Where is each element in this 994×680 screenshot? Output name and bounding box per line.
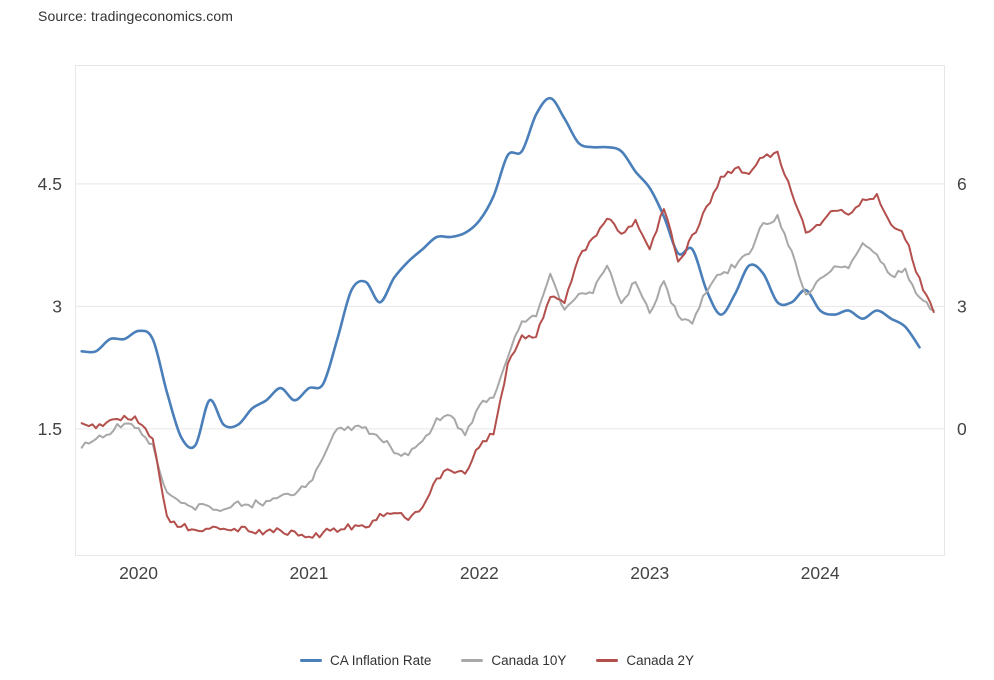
y-axis-tick-label-right: 6 — [957, 174, 967, 194]
x-axis-tick-label: 2021 — [289, 563, 328, 583]
y-axis-tick-label-right: 0 — [957, 419, 967, 439]
series-line-canada-10y — [80, 214, 935, 513]
chart-legend: CA Inflation Rate Canada 10Y Canada 2Y — [0, 653, 994, 668]
plot-border — [75, 65, 945, 556]
legend-label: Canada 2Y — [626, 653, 694, 668]
legend-marker-canada-10y — [461, 659, 484, 662]
x-axis-tick-label: 2022 — [460, 563, 499, 583]
y-axis-tick-label-right: 3 — [957, 296, 967, 316]
legend-marker-canada-2y — [596, 659, 619, 662]
legend-item-ca-inflation-rate[interactable]: CA Inflation Rate — [300, 653, 431, 668]
y-axis-tick-label-left: 3 — [52, 296, 62, 316]
legend-item-canada-2y[interactable]: Canada 2Y — [596, 653, 694, 668]
y-axis-tick-label-left: 1.5 — [38, 419, 62, 439]
x-axis-tick-label: 2023 — [630, 563, 669, 583]
x-axis-tick-label: 2020 — [119, 563, 158, 583]
legend-label: CA Inflation Rate — [330, 653, 432, 668]
source-attribution: Source: tradingeconomics.com — [38, 8, 233, 24]
legend-item-canada-10y[interactable]: Canada 10Y — [461, 653, 566, 668]
series-line-canada-2y — [80, 150, 935, 539]
series-line-ca-inflation-rate — [80, 96, 921, 450]
x-axis-tick-label: 2024 — [801, 563, 840, 583]
legend-label: Canada 10Y — [491, 653, 567, 668]
legend-marker-ca-inflation-rate — [300, 659, 323, 662]
y-axis-tick-label-left: 4.5 — [38, 174, 62, 194]
